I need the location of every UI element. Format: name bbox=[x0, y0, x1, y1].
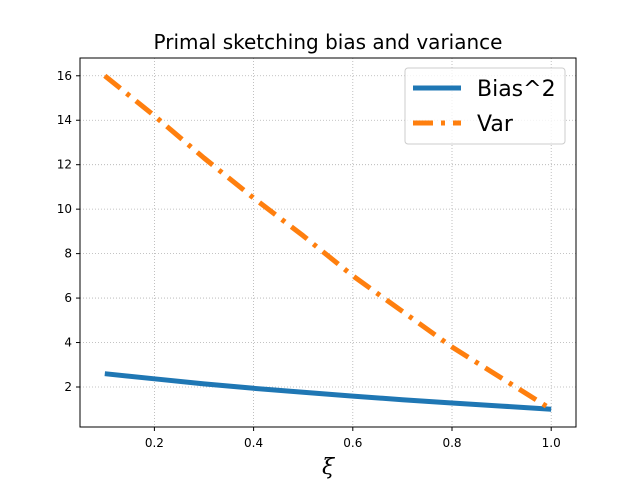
axis-ticks: 0.2 0.4 0.6 0.8 1.0 2 4 6 8 10 12 14 16 bbox=[57, 69, 561, 450]
y-tick-label: 2 bbox=[64, 380, 72, 394]
x-axis-label: ξ bbox=[322, 455, 336, 480]
y-tick-label: 8 bbox=[64, 247, 72, 261]
y-tick-label: 6 bbox=[64, 291, 72, 305]
y-tick-label: 14 bbox=[57, 113, 72, 127]
x-tick-label: 0.8 bbox=[442, 436, 461, 450]
y-tick-label: 10 bbox=[57, 202, 72, 216]
legend-label-bias: Bias^2 bbox=[477, 77, 556, 102]
legend: Bias^2 Var bbox=[404, 67, 566, 145]
x-tick-label: 0.2 bbox=[145, 436, 164, 450]
series-line-var bbox=[103, 73, 553, 412]
y-tick-label: 12 bbox=[57, 158, 72, 172]
chart-title: Primal sketching bias and variance bbox=[154, 30, 503, 54]
x-tick-label: 0.4 bbox=[244, 436, 263, 450]
series-lines bbox=[103, 73, 553, 412]
y-tick-label: 4 bbox=[64, 336, 72, 350]
x-tick-label: 1.0 bbox=[542, 436, 561, 450]
legend-label-var: Var bbox=[477, 112, 514, 137]
plot-frame bbox=[79, 57, 577, 428]
y-tick-label: 16 bbox=[57, 69, 72, 83]
x-tick-label: 0.6 bbox=[343, 436, 362, 450]
series-line-bias bbox=[104, 371, 552, 412]
